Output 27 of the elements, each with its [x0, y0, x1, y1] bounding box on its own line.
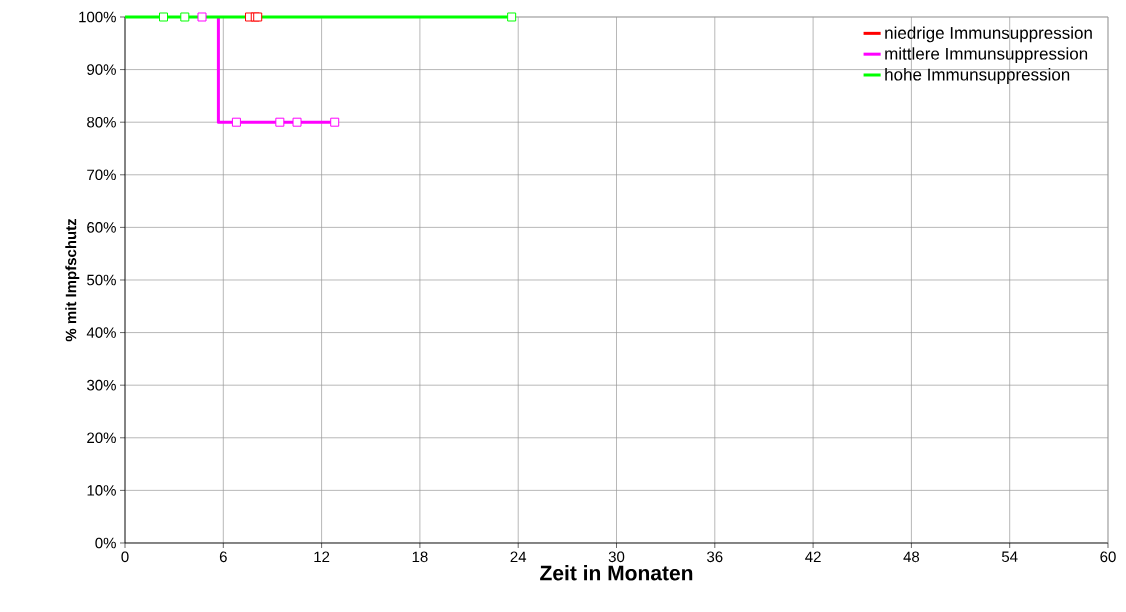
x-tick-label: 60	[1100, 551, 1116, 563]
legend-label: mittlere Immunsuppression	[885, 47, 1088, 64]
x-tick-label: 18	[412, 551, 428, 563]
x-tick-label: 0	[121, 551, 129, 563]
y-tick-label: 20%	[87, 432, 116, 444]
x-tick-label: 48	[903, 551, 920, 563]
y-tick-label: 90%	[87, 64, 116, 75]
legend-label: hohe Immunsuppression	[885, 68, 1070, 84]
y-tick-label: 30%	[87, 379, 116, 391]
x-tick-label: 36	[707, 551, 723, 563]
legend-label: niedrige Immunsuppression	[885, 26, 1092, 43]
y-tick-label: 60%	[87, 222, 116, 233]
x-tick-label: 6	[219, 551, 227, 563]
y-tick-label: 70%	[87, 169, 116, 181]
x-tick-label: 12	[314, 551, 330, 562]
x-axis-title: Zeit in Monaten	[540, 565, 693, 581]
y-axis-title: % mit Impfschutz	[65, 218, 80, 342]
x-tick-label: 54	[1001, 551, 1018, 562]
y-tick-label: 80%	[87, 116, 116, 128]
y-tick-label: 50%	[87, 274, 116, 286]
y-tick-label: 100%	[79, 11, 116, 23]
x-tick-label: 42	[805, 551, 821, 562]
y-tick-label: 0%	[95, 537, 116, 549]
y-tick-label: 40%	[86, 327, 116, 338]
x-tick-label: 30	[608, 551, 625, 563]
y-tick-label: 10%	[87, 485, 116, 496]
x-tick-label: 24	[510, 551, 527, 562]
